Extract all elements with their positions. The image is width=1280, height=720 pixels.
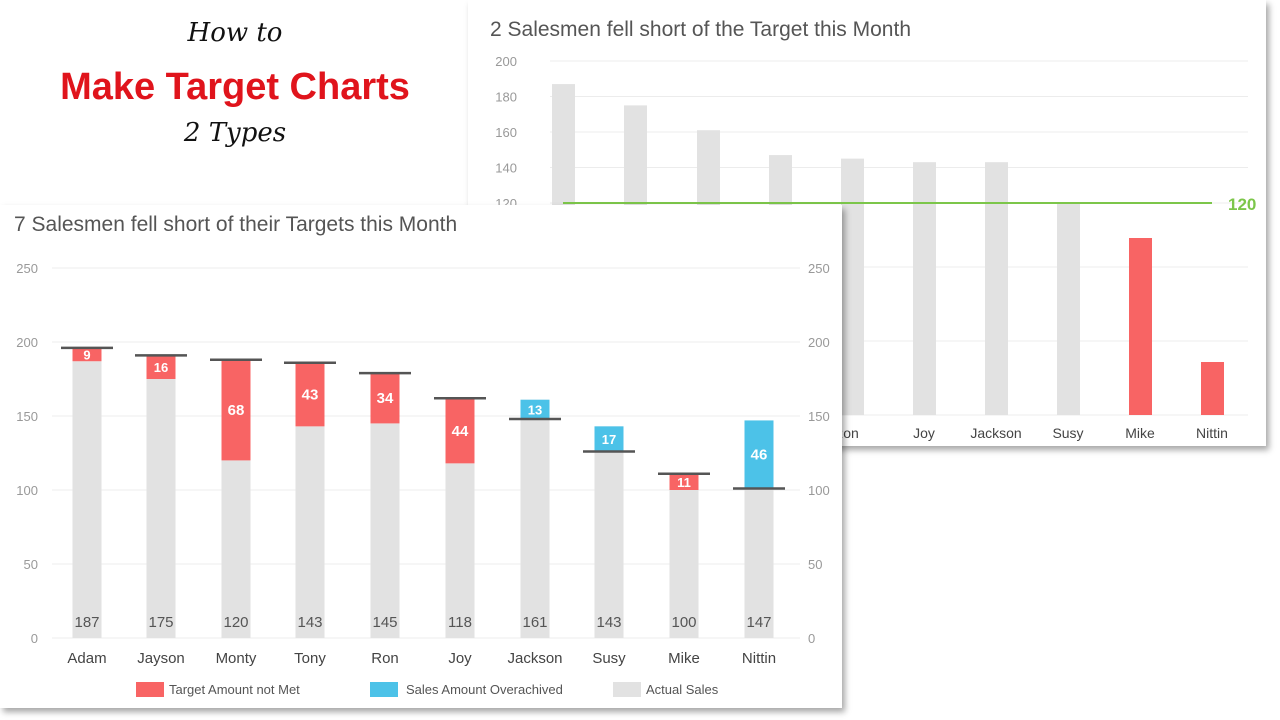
x-tick-label: Jackson xyxy=(507,650,562,667)
chart-card-target-diff: 7 Salesmen fell short of their Targets t… xyxy=(0,205,842,708)
y-tick-label-right: 250 xyxy=(808,261,830,276)
bar-actual-sales xyxy=(146,379,176,638)
x-tick-label: Joy xyxy=(448,650,472,667)
bar-target-not-met xyxy=(370,373,400,424)
x-tick-label: Nittin xyxy=(742,650,776,667)
target-diff-chart-svg: 0 0 50 50 100 100 150 150 200 200 250 250 9 187 Adam 16… xyxy=(16,261,830,697)
y-tick-label-upper: 200 xyxy=(495,54,517,69)
y-tick-label-left: 200 xyxy=(16,335,38,350)
x-tick-label: Mike xyxy=(1125,425,1155,441)
bar-actual-sales xyxy=(295,426,325,638)
y-tick-label-right: 100 xyxy=(808,483,830,498)
bar-target-not-met xyxy=(146,355,176,379)
bar-actual-sales xyxy=(1057,203,1080,415)
bar-overachieved xyxy=(520,399,550,419)
bar-actual-sales xyxy=(841,158,864,415)
headline-line-1: How to xyxy=(187,18,283,48)
actual-data-label: 175 xyxy=(148,614,173,631)
actual-data-label: 143 xyxy=(596,614,621,631)
target-line-label: 120 xyxy=(1228,195,1256,214)
diff-data-label: 43 xyxy=(302,387,319,404)
legend-swatch-actual xyxy=(613,682,641,697)
y-tick-label-left: 150 xyxy=(16,409,38,424)
bar-target-not-met xyxy=(295,362,325,427)
actual-data-label: 100 xyxy=(671,614,696,631)
actual-data-label: 118 xyxy=(448,614,472,631)
bar-target-not-met xyxy=(445,398,475,464)
x-tick-label: Susy xyxy=(592,650,626,667)
actual-data-label: 147 xyxy=(746,614,771,631)
x-tick-label: Ron xyxy=(371,650,399,667)
actual-data-label: 143 xyxy=(297,614,322,631)
bar-overachieved xyxy=(594,426,624,452)
legend-swatch-short xyxy=(136,682,164,697)
x-tick-label: Mike xyxy=(668,650,700,667)
bar-below-target xyxy=(1129,238,1152,415)
legend-swatch-over xyxy=(370,682,398,697)
headline-title: Make Target Charts xyxy=(60,66,410,108)
actual-data-label: 161 xyxy=(522,614,547,631)
y-tick-label-upper: 160 xyxy=(495,125,517,140)
bar-actual-sales xyxy=(221,460,251,638)
bar-below-target xyxy=(1201,362,1224,415)
x-tick-label: Nittin xyxy=(1196,425,1228,441)
actual-data-label: 187 xyxy=(74,614,99,631)
bar-target-not-met xyxy=(669,473,699,490)
y-tick-label-left: 250 xyxy=(16,261,38,276)
bar-target-not-met xyxy=(72,347,102,362)
y-tick-label-right: 150 xyxy=(808,409,830,424)
diff-data-label: 34 xyxy=(377,390,394,407)
diff-data-label: 11 xyxy=(677,475,691,490)
bar-actual-sales xyxy=(552,84,575,208)
y-tick-label-right: 50 xyxy=(808,557,822,572)
x-tick-label: Tony xyxy=(294,650,326,667)
diff-data-label: 44 xyxy=(452,423,469,440)
actual-data-label: 145 xyxy=(372,614,397,631)
x-tick-label: Joy xyxy=(913,425,935,441)
x-tick-label: Adam xyxy=(67,650,106,667)
bar-actual-sales xyxy=(913,162,936,415)
x-tick-label: Jayson xyxy=(137,650,185,667)
diff-data-label: 17 xyxy=(602,432,616,447)
bar-actual-sales xyxy=(769,155,792,208)
x-tick-label: Jackson xyxy=(970,425,1021,441)
legend-label-actual: Actual Sales xyxy=(646,682,719,697)
x-tick-label: Monty xyxy=(216,650,257,667)
bar-actual-sales xyxy=(72,361,102,638)
bar-actual-sales xyxy=(697,130,720,208)
headline-line-3: 2 Types xyxy=(183,118,287,148)
bar-overachieved xyxy=(744,420,774,489)
target-line-chart-svg: 200180160140120250200150RonJoyJacksonSus… xyxy=(495,54,1256,441)
legend-label-over: Sales Amount Overachived xyxy=(406,682,563,697)
chart-title-target-line: 2 Salesmen fell short of the Target this… xyxy=(490,18,912,41)
y-tick-label-upper: 180 xyxy=(495,90,517,105)
legend-label-short: Target Amount not Met xyxy=(169,682,300,697)
x-tick-label: Susy xyxy=(1052,425,1083,441)
bar-actual-sales xyxy=(669,490,699,638)
bar-actual-sales xyxy=(624,105,647,208)
diff-data-label: 16 xyxy=(154,360,168,375)
bar-target-not-met xyxy=(221,359,251,461)
chart-title-target-diff: 7 Salesmen fell short of their Targets t… xyxy=(14,213,458,236)
diff-data-label: 46 xyxy=(751,446,768,463)
y-tick-label-upper: 140 xyxy=(495,161,517,176)
y-tick-label-right: 200 xyxy=(808,335,830,350)
y-tick-label-left: 100 xyxy=(16,483,38,498)
bar-actual-sales xyxy=(445,463,475,638)
bar-actual-sales xyxy=(594,426,624,638)
y-tick-label-right: 0 xyxy=(808,631,815,646)
actual-data-label: 120 xyxy=(223,614,248,631)
bar-actual-sales xyxy=(370,423,400,638)
diff-data-label: 68 xyxy=(228,402,245,419)
diff-data-label: 13 xyxy=(528,402,542,417)
bar-actual-sales xyxy=(985,162,1008,415)
bar-actual-sales xyxy=(520,399,550,638)
y-tick-label-left: 0 xyxy=(31,631,38,646)
diff-data-label: 9 xyxy=(83,348,90,363)
y-tick-label-left: 50 xyxy=(24,557,38,572)
